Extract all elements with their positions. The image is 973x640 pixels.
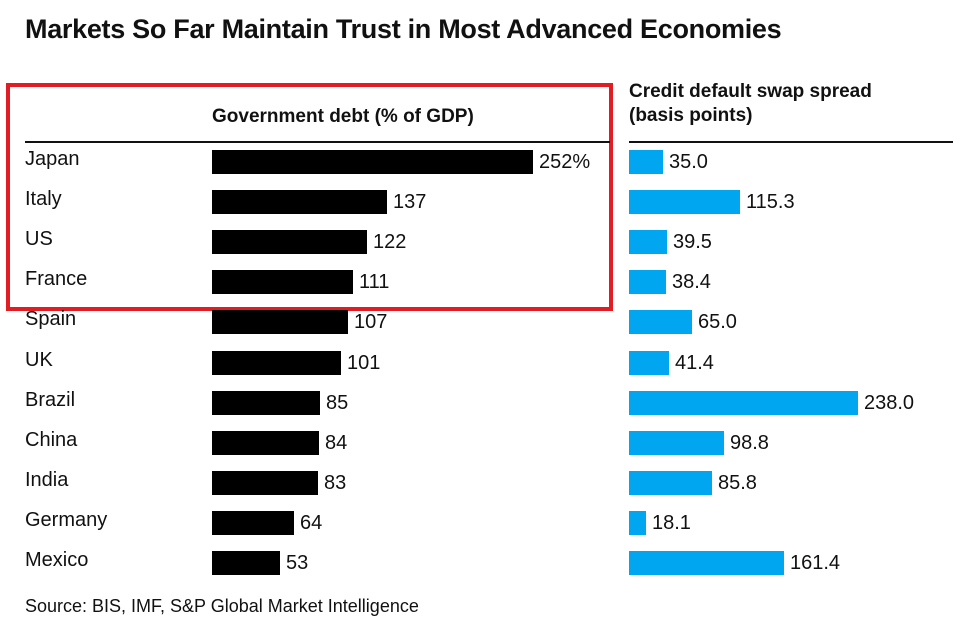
country-label: China xyxy=(25,429,78,451)
country-label: India xyxy=(25,469,69,491)
country-label: Mexico xyxy=(25,549,89,571)
country-label: France xyxy=(25,268,88,290)
country-label: UK xyxy=(25,349,53,371)
cds-bar xyxy=(629,230,667,254)
debt-bar xyxy=(212,431,319,455)
debt-value-label: 107 xyxy=(354,311,388,333)
country-label: Brazil xyxy=(25,389,76,411)
source-note: Source: BIS, IMF, S&P Global Market Inte… xyxy=(25,596,419,616)
country-label: Italy xyxy=(25,188,62,210)
debt-bar xyxy=(212,310,348,334)
debt-bar xyxy=(212,551,280,575)
cds-value-label: 238.0 xyxy=(864,392,915,414)
debt-value-label: 101 xyxy=(347,352,381,374)
cds-bar xyxy=(629,351,669,375)
debt-value-label: 85 xyxy=(326,392,349,414)
country-label: Germany xyxy=(25,509,108,531)
cds-value-label: 115.3 xyxy=(746,191,795,213)
cds-bar xyxy=(629,551,784,575)
debt-value-label: 83 xyxy=(324,472,347,494)
header-rule-right xyxy=(629,141,953,143)
cds-bar xyxy=(629,310,692,334)
debt-bar xyxy=(212,511,294,535)
debt-bar xyxy=(212,230,367,254)
debt-value-label: 252% xyxy=(539,151,591,173)
cds-value-label: 161.4 xyxy=(790,552,841,574)
country-label: Japan xyxy=(25,148,80,170)
highlight-box xyxy=(6,83,613,311)
country-label: Spain xyxy=(25,308,77,330)
chart-title: Markets So Far Maintain Trust in Most Ad… xyxy=(25,14,782,44)
cds-bar xyxy=(629,270,666,294)
cds-value-label: 18.1 xyxy=(652,512,691,534)
cds-bar xyxy=(629,511,646,535)
cds-bar xyxy=(629,391,858,415)
debt-bar xyxy=(212,471,318,495)
header-rule-left xyxy=(25,141,610,143)
country-label: US xyxy=(25,228,53,250)
debt-value-label: 137 xyxy=(393,191,427,213)
debt-value-label: 122 xyxy=(373,231,407,253)
cds-value-label: 65.0 xyxy=(698,311,737,333)
cds-bar xyxy=(629,190,740,214)
debt-value-label: 53 xyxy=(286,552,309,574)
debt-value-label: 64 xyxy=(300,512,323,534)
debt-value-label: 111 xyxy=(359,271,390,293)
cds-bar xyxy=(629,431,724,455)
debt-bar xyxy=(212,190,387,214)
cds-column-header: Credit default swap spread (basis points… xyxy=(629,81,872,126)
cds-value-label: 98.8 xyxy=(730,432,769,454)
debt-value-label: 84 xyxy=(325,432,348,454)
cds-value-label: 35.0 xyxy=(669,151,708,173)
cds-bar xyxy=(629,150,663,174)
debt-column-header: Government debt (% of GDP) xyxy=(212,106,474,127)
cds-value-label: 41.4 xyxy=(675,352,714,374)
cds-bar xyxy=(629,471,712,495)
debt-bar xyxy=(212,391,320,415)
cds-value-label: 38.4 xyxy=(672,271,711,293)
debt-bar xyxy=(212,351,341,375)
debt-bar xyxy=(212,150,533,174)
debt-bar xyxy=(212,270,353,294)
cds-value-label: 85.8 xyxy=(718,472,757,494)
cds-value-label: 39.5 xyxy=(673,231,712,253)
